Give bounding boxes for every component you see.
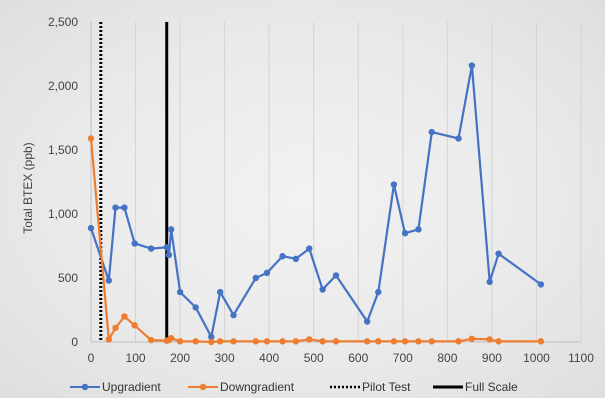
x-tick-label: 900 xyxy=(482,351,502,365)
upgradient-point xyxy=(87,224,95,232)
downgradient-point xyxy=(375,338,382,345)
upgradient-point xyxy=(121,204,128,211)
gridlines xyxy=(135,22,582,342)
y-tick-label: 1,500 xyxy=(48,143,78,157)
downgradient-series-line xyxy=(89,138,541,344)
x-tick-label: 500 xyxy=(304,351,324,365)
downgradient-point xyxy=(306,336,313,343)
upgradient-point xyxy=(105,277,113,284)
upgradient-point xyxy=(176,288,184,296)
y-tick-label: 1,000 xyxy=(48,207,78,221)
downgradient-point xyxy=(455,338,462,345)
upgradient-point xyxy=(495,250,502,257)
y-tick-label: 0 xyxy=(71,335,78,349)
downgradient-point xyxy=(486,336,493,343)
downgradient-point xyxy=(319,338,326,345)
x-tick-label: 400 xyxy=(259,351,279,365)
downgradient-point xyxy=(176,338,184,345)
upgradient-point xyxy=(131,240,138,247)
y-tick-label: 2,500 xyxy=(48,15,78,29)
upgradient-point xyxy=(486,278,493,286)
y-axis-title: Total BTEX (ppb) xyxy=(21,142,35,233)
upgradient-point xyxy=(112,204,119,211)
legend-marker-upgradient xyxy=(81,383,89,391)
downgradient-point xyxy=(112,324,119,332)
downgradient-point xyxy=(401,338,409,345)
legend: Upgradient Downgradient Pilot Test Full Sca… xyxy=(70,380,518,394)
y-tick-label: 500 xyxy=(58,271,78,285)
downgradient-point xyxy=(390,338,398,345)
upgradient-point xyxy=(208,333,215,341)
upgradient-point xyxy=(319,286,326,293)
upgradient-point xyxy=(468,62,476,69)
downgradient-point xyxy=(415,338,422,345)
downgradient-point xyxy=(167,334,175,342)
upgradient-point xyxy=(192,304,199,311)
legend-marker-downgradient xyxy=(199,383,207,391)
upgradient-point xyxy=(216,288,224,296)
legend-label-upgradient: Upgradient xyxy=(102,380,161,394)
upgradient-point xyxy=(165,251,173,259)
upgradient-point xyxy=(147,245,155,252)
x-tick-label: 100 xyxy=(126,351,146,365)
y-tick-label: 2,000 xyxy=(48,79,78,93)
axes xyxy=(90,22,581,343)
upgradient-point xyxy=(163,244,170,251)
upgradient-point xyxy=(375,288,382,296)
x-tick-label: 1100 xyxy=(568,351,594,365)
x-tick-label: 1000 xyxy=(523,351,550,365)
upgradient-point xyxy=(390,181,398,188)
x-tick-labels: 0 100 200 300 400 500 600 700 800 900 1000 1100 xyxy=(88,351,595,365)
x-tick-label: 600 xyxy=(348,351,368,365)
downgradient-point xyxy=(263,338,271,345)
downgradient-point xyxy=(208,338,215,346)
y-tick-labels: 0 500 1,000 1,500 2,000 2,500 xyxy=(48,15,78,349)
upgradient-point xyxy=(332,272,340,279)
downgradient-point xyxy=(428,338,435,345)
downgradient-point xyxy=(216,338,224,345)
downgradient-point xyxy=(292,338,300,345)
downgradient-point xyxy=(192,338,199,345)
downgradient-point xyxy=(468,335,476,342)
event-lines xyxy=(99,22,169,342)
downgradient-point xyxy=(279,338,286,345)
downgradient-point xyxy=(252,338,260,345)
upgradient-point xyxy=(230,311,237,319)
downgradient-point xyxy=(87,135,95,142)
downgradient-point xyxy=(495,338,502,345)
x-tick-label: 300 xyxy=(215,351,235,365)
x-tick-label: 800 xyxy=(437,351,457,365)
legend-label-pilot-test: Pilot Test xyxy=(362,380,411,394)
data-series xyxy=(87,62,545,346)
upgradient-point xyxy=(306,245,313,252)
upgradient-point xyxy=(455,135,462,142)
upgradient-point xyxy=(428,128,435,136)
upgradient-point xyxy=(363,318,371,325)
downgradient-point xyxy=(332,338,340,345)
upgradient-point xyxy=(292,255,300,262)
upgradient-point xyxy=(252,274,260,282)
downgradient-point xyxy=(121,313,128,320)
upgradient-point xyxy=(537,281,545,288)
downgradient-point xyxy=(147,336,155,344)
x-tick-label: 200 xyxy=(170,351,190,365)
x-tick-label: 0 xyxy=(88,351,95,365)
legend-label-downgradient: Downgradient xyxy=(220,380,295,394)
upgradient-point xyxy=(167,226,175,233)
upgradient-point xyxy=(263,269,271,277)
downgradient-point xyxy=(105,336,113,343)
downgradient-point xyxy=(131,322,138,329)
upgradient-point xyxy=(415,226,422,233)
upgradient-point xyxy=(401,230,409,237)
legend-label-full-scale: Full Scale xyxy=(465,380,518,394)
x-tick-label: 700 xyxy=(393,351,413,365)
upgradient-point xyxy=(279,253,286,260)
downgradient-point xyxy=(537,338,545,345)
upgradient-series-line xyxy=(89,64,542,338)
downgradient-point xyxy=(363,338,371,345)
downgradient-point xyxy=(230,338,237,345)
